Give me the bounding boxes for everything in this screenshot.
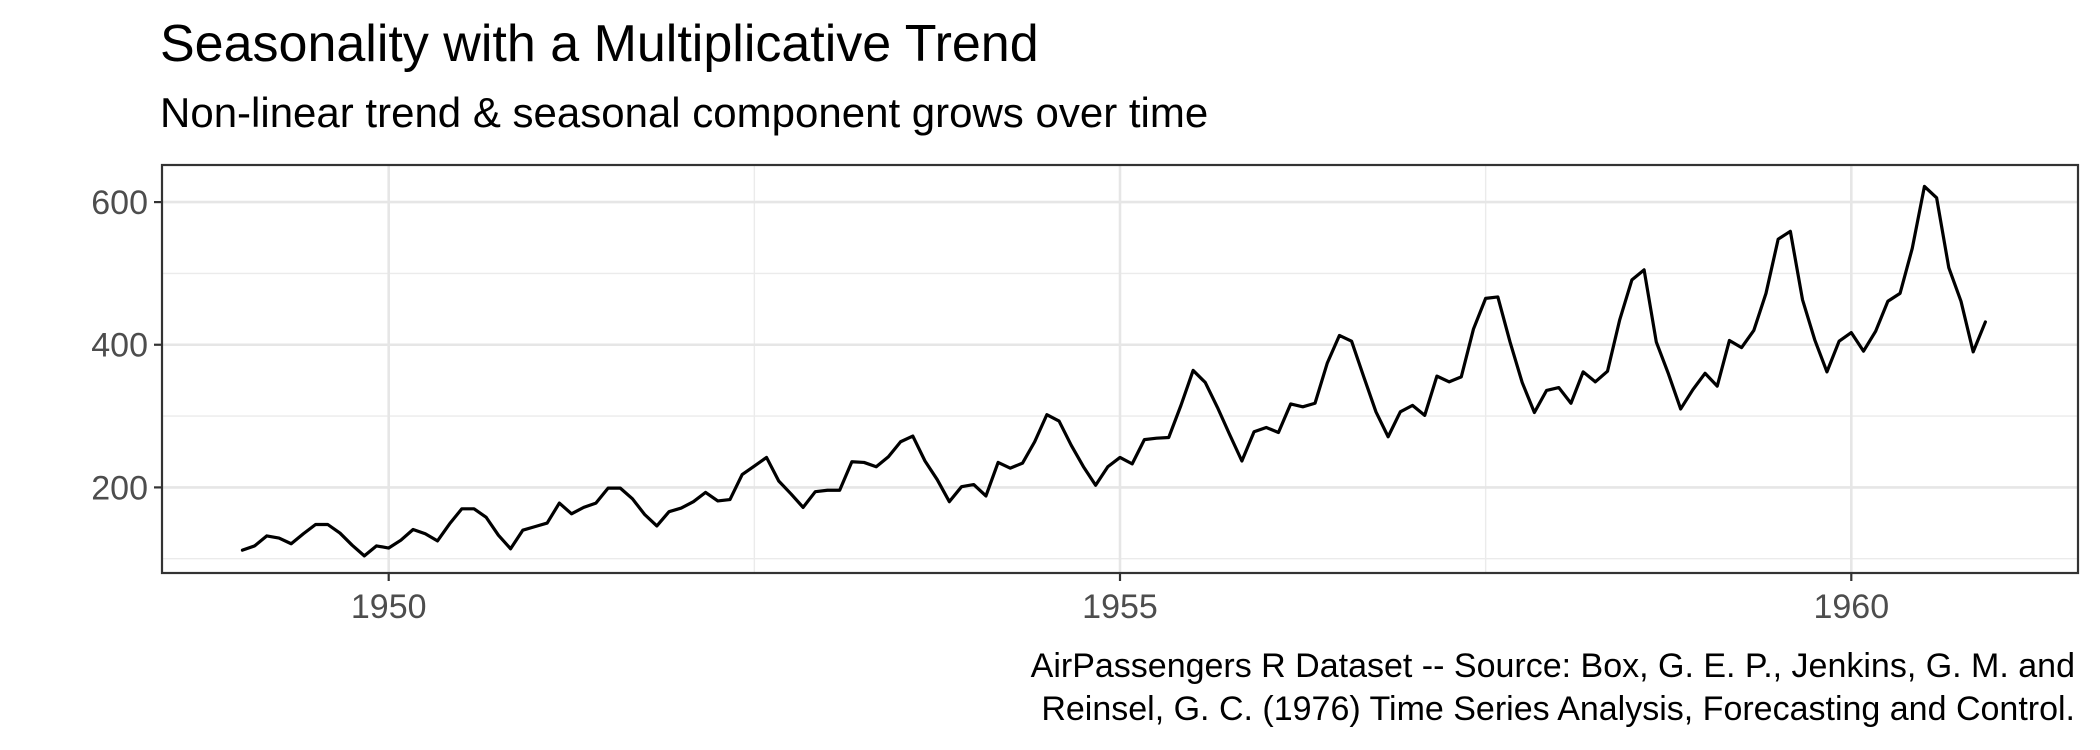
- major-gridlines: [162, 165, 2078, 573]
- x-tick-label: 1950: [351, 588, 427, 626]
- y-tick-label: 200: [91, 469, 148, 507]
- chart-subtitle: Non-linear trend & seasonal component gr…: [160, 89, 1209, 136]
- y-tick-label: 600: [91, 184, 148, 222]
- x-tick-label: 1960: [1813, 588, 1889, 626]
- y-tick-label: 400: [91, 327, 148, 365]
- series-line: [240, 184, 1987, 558]
- caption-line-2: Reinsel, G. C. (1976) Time Series Analys…: [1041, 690, 2075, 728]
- chart-caption: AirPassengers R Dataset -- Source: Box, …: [1031, 645, 2075, 731]
- x-tick-label: 1955: [1082, 588, 1158, 626]
- caption-line-1: AirPassengers R Dataset -- Source: Box, …: [1030, 647, 2075, 685]
- chart-title: Seasonality with a Multiplicative Trend: [160, 15, 1039, 73]
- x-axis: 1950 1955 1960: [351, 573, 1889, 626]
- y-axis: 200 400 600: [91, 184, 162, 507]
